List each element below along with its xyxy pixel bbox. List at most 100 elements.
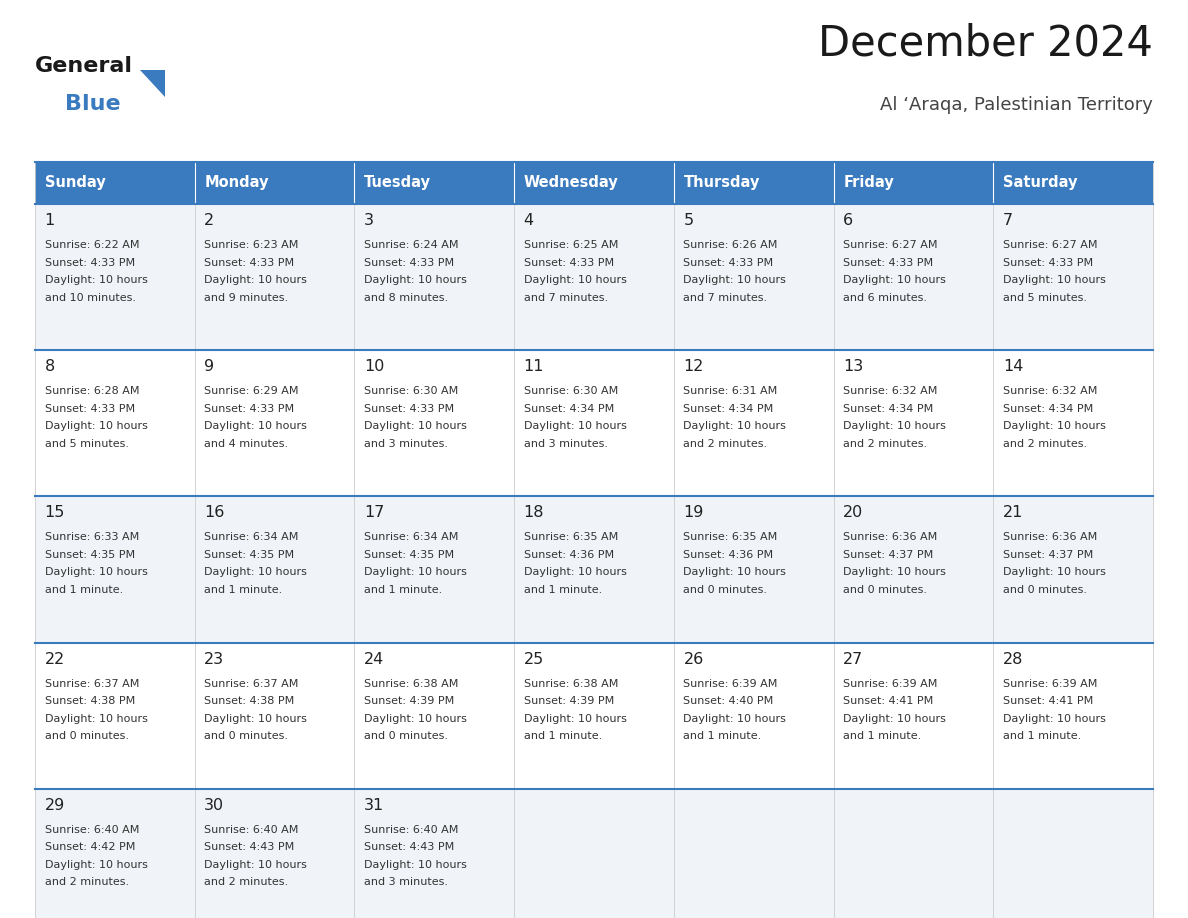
Text: 13: 13 — [843, 359, 864, 375]
Bar — [34, 162, 195, 204]
Text: and 7 minutes.: and 7 minutes. — [524, 293, 608, 303]
Text: Sunset: 4:35 PM: Sunset: 4:35 PM — [364, 550, 454, 560]
Bar — [34, 643, 195, 789]
Bar — [674, 162, 834, 204]
Bar — [674, 350, 834, 497]
Text: Sunrise: 6:39 AM: Sunrise: 6:39 AM — [1003, 678, 1098, 688]
Bar — [993, 350, 1154, 497]
Bar — [993, 204, 1154, 350]
Text: Sunset: 4:36 PM: Sunset: 4:36 PM — [524, 550, 614, 560]
Bar — [354, 204, 514, 350]
Text: 17: 17 — [364, 506, 385, 521]
Text: Daylight: 10 hours: Daylight: 10 hours — [364, 713, 467, 723]
Text: Daylight: 10 hours: Daylight: 10 hours — [843, 567, 946, 577]
Text: 2: 2 — [204, 213, 214, 228]
Text: 9: 9 — [204, 359, 214, 375]
Text: Daylight: 10 hours: Daylight: 10 hours — [1003, 275, 1106, 285]
Bar — [195, 162, 354, 204]
Text: Sunrise: 6:31 AM: Sunrise: 6:31 AM — [683, 386, 778, 397]
Text: Sunset: 4:33 PM: Sunset: 4:33 PM — [683, 258, 773, 267]
Text: and 1 minute.: and 1 minute. — [204, 585, 283, 595]
Text: Sunrise: 6:30 AM: Sunrise: 6:30 AM — [364, 386, 459, 397]
Bar — [834, 350, 993, 497]
Text: Daylight: 10 hours: Daylight: 10 hours — [45, 421, 147, 431]
Text: and 5 minutes.: and 5 minutes. — [1003, 293, 1087, 303]
Text: 30: 30 — [204, 798, 225, 812]
Text: Thursday: Thursday — [683, 175, 760, 191]
Text: Daylight: 10 hours: Daylight: 10 hours — [683, 713, 786, 723]
Text: Sunrise: 6:26 AM: Sunrise: 6:26 AM — [683, 240, 778, 250]
Text: Sunrise: 6:37 AM: Sunrise: 6:37 AM — [204, 678, 298, 688]
Text: Sunset: 4:43 PM: Sunset: 4:43 PM — [364, 843, 454, 852]
Text: and 0 minutes.: and 0 minutes. — [204, 731, 289, 741]
Text: and 4 minutes.: and 4 minutes. — [204, 439, 289, 449]
Text: Sunrise: 6:25 AM: Sunrise: 6:25 AM — [524, 240, 618, 250]
Text: Sunset: 4:42 PM: Sunset: 4:42 PM — [45, 843, 135, 852]
Bar — [354, 789, 514, 918]
Text: Sunset: 4:33 PM: Sunset: 4:33 PM — [1003, 258, 1093, 267]
Text: Sunrise: 6:32 AM: Sunrise: 6:32 AM — [1003, 386, 1098, 397]
Text: Daylight: 10 hours: Daylight: 10 hours — [364, 567, 467, 577]
Bar — [195, 497, 354, 643]
Text: and 9 minutes.: and 9 minutes. — [204, 293, 289, 303]
Text: General: General — [34, 56, 133, 76]
Text: and 10 minutes.: and 10 minutes. — [45, 293, 135, 303]
Bar — [834, 497, 993, 643]
Text: Sunrise: 6:40 AM: Sunrise: 6:40 AM — [204, 824, 298, 834]
Bar — [195, 643, 354, 789]
Text: 12: 12 — [683, 359, 703, 375]
Text: Sunset: 4:39 PM: Sunset: 4:39 PM — [364, 696, 454, 706]
Text: Sunrise: 6:36 AM: Sunrise: 6:36 AM — [1003, 532, 1098, 543]
Text: and 0 minutes.: and 0 minutes. — [843, 585, 927, 595]
Text: Daylight: 10 hours: Daylight: 10 hours — [45, 713, 147, 723]
Text: and 3 minutes.: and 3 minutes. — [524, 439, 608, 449]
Text: Sunset: 4:43 PM: Sunset: 4:43 PM — [204, 843, 295, 852]
Text: and 1 minute.: and 1 minute. — [683, 731, 762, 741]
Text: Sunset: 4:34 PM: Sunset: 4:34 PM — [843, 404, 934, 414]
Text: Sunrise: 6:38 AM: Sunrise: 6:38 AM — [364, 678, 459, 688]
Bar — [674, 204, 834, 350]
Bar — [354, 497, 514, 643]
Text: 18: 18 — [524, 506, 544, 521]
Text: and 8 minutes.: and 8 minutes. — [364, 293, 448, 303]
Text: Daylight: 10 hours: Daylight: 10 hours — [364, 275, 467, 285]
Bar — [834, 789, 993, 918]
Text: Sunrise: 6:40 AM: Sunrise: 6:40 AM — [364, 824, 459, 834]
Text: 20: 20 — [843, 506, 864, 521]
Text: Sunset: 4:40 PM: Sunset: 4:40 PM — [683, 696, 773, 706]
Text: Tuesday: Tuesday — [364, 175, 431, 191]
Text: Daylight: 10 hours: Daylight: 10 hours — [1003, 421, 1106, 431]
Text: Sunset: 4:39 PM: Sunset: 4:39 PM — [524, 696, 614, 706]
Polygon shape — [140, 70, 165, 97]
Text: Sunrise: 6:29 AM: Sunrise: 6:29 AM — [204, 386, 299, 397]
Text: and 0 minutes.: and 0 minutes. — [683, 585, 767, 595]
Text: and 1 minute.: and 1 minute. — [843, 731, 922, 741]
Text: and 2 minutes.: and 2 minutes. — [1003, 439, 1087, 449]
Bar — [195, 204, 354, 350]
Text: Sunrise: 6:37 AM: Sunrise: 6:37 AM — [45, 678, 139, 688]
Text: 19: 19 — [683, 506, 703, 521]
Text: Sunrise: 6:24 AM: Sunrise: 6:24 AM — [364, 240, 459, 250]
Text: Sunset: 4:38 PM: Sunset: 4:38 PM — [204, 696, 295, 706]
Text: Sunset: 4:33 PM: Sunset: 4:33 PM — [364, 404, 454, 414]
Text: Daylight: 10 hours: Daylight: 10 hours — [204, 421, 308, 431]
Text: and 7 minutes.: and 7 minutes. — [683, 293, 767, 303]
Text: 10: 10 — [364, 359, 385, 375]
Text: and 2 minutes.: and 2 minutes. — [204, 878, 289, 888]
Text: Daylight: 10 hours: Daylight: 10 hours — [843, 713, 946, 723]
Text: Sunset: 4:33 PM: Sunset: 4:33 PM — [843, 258, 934, 267]
Text: Daylight: 10 hours: Daylight: 10 hours — [364, 421, 467, 431]
Text: Sunset: 4:34 PM: Sunset: 4:34 PM — [524, 404, 614, 414]
Text: Sunset: 4:34 PM: Sunset: 4:34 PM — [1003, 404, 1093, 414]
Text: Sunrise: 6:39 AM: Sunrise: 6:39 AM — [843, 678, 937, 688]
Text: and 6 minutes.: and 6 minutes. — [843, 293, 927, 303]
Text: Sunrise: 6:40 AM: Sunrise: 6:40 AM — [45, 824, 139, 834]
Text: Daylight: 10 hours: Daylight: 10 hours — [683, 567, 786, 577]
Text: Sunset: 4:36 PM: Sunset: 4:36 PM — [683, 550, 773, 560]
Text: 23: 23 — [204, 652, 225, 666]
Text: Sunset: 4:33 PM: Sunset: 4:33 PM — [45, 404, 134, 414]
Text: Daylight: 10 hours: Daylight: 10 hours — [843, 421, 946, 431]
Text: Sunrise: 6:30 AM: Sunrise: 6:30 AM — [524, 386, 618, 397]
Text: 16: 16 — [204, 506, 225, 521]
Text: December 2024: December 2024 — [819, 22, 1154, 64]
